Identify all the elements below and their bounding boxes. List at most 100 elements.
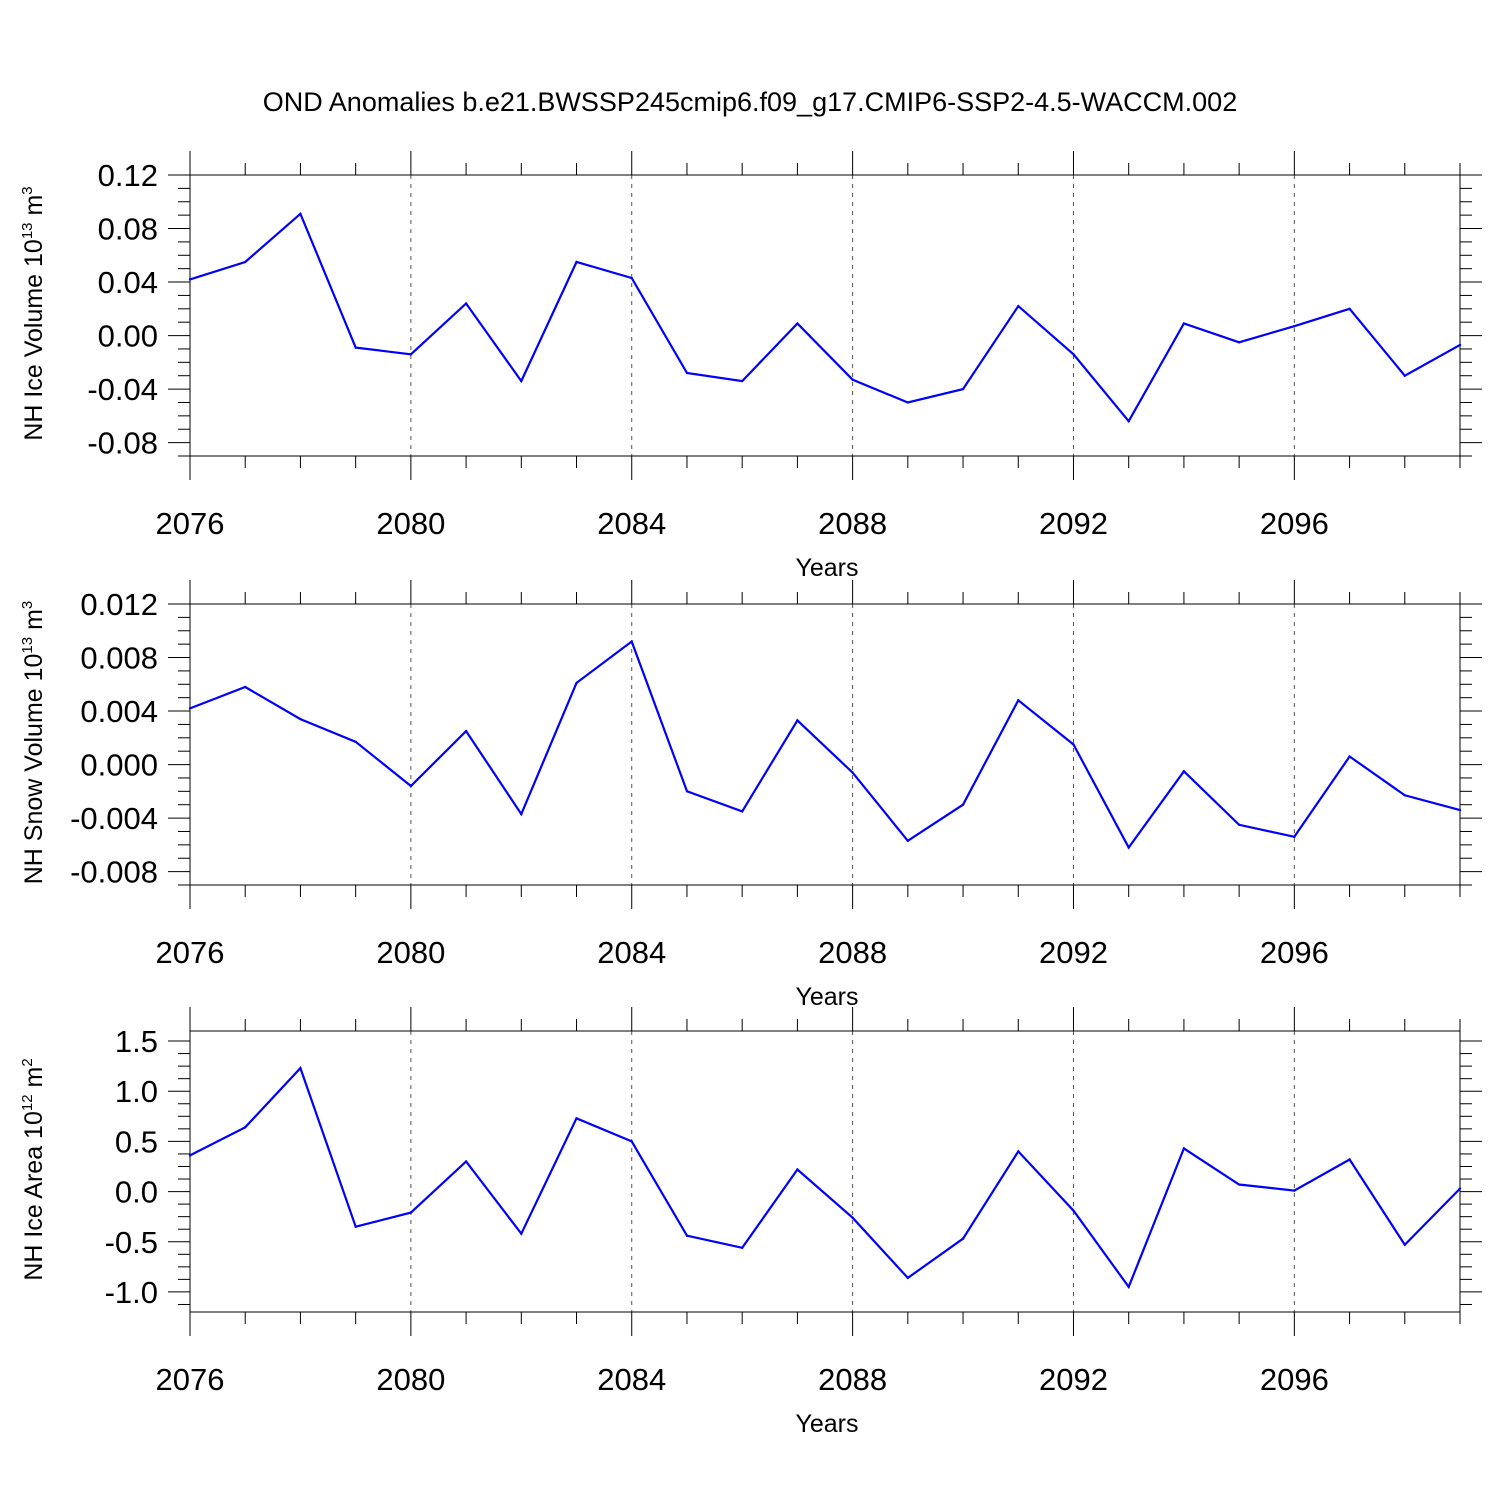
y-tick-label: 0.004 (80, 694, 158, 729)
data-point (796, 322, 799, 325)
x-axis-label: Years (795, 983, 858, 1011)
data-point (851, 378, 854, 381)
data-point (1127, 420, 1130, 423)
data-point (1293, 1189, 1296, 1192)
data-point (188, 1154, 192, 1157)
y-axis-label-superscript: 12 (19, 1094, 36, 1111)
data-point (685, 1234, 689, 1237)
y-axis-label-part: NH Ice Area 10 (20, 1111, 48, 1281)
data-point (188, 707, 192, 710)
data-point (796, 719, 799, 722)
y-axis-label-part: m (20, 195, 48, 223)
data-point (630, 1140, 633, 1143)
data-point (906, 401, 910, 404)
x-tick-label: 2084 (597, 935, 666, 970)
y-tick-label: 0.08 (98, 212, 158, 247)
data-point (906, 839, 910, 843)
y-axis-label-superscript: 2 (19, 1058, 36, 1066)
data-point (961, 1237, 965, 1240)
x-axis-label: Years (795, 554, 858, 582)
data-point (1403, 794, 1406, 797)
data-point (520, 812, 523, 816)
data-point (906, 1276, 910, 1280)
data-point (1237, 1183, 1241, 1186)
data-point (1017, 304, 1020, 308)
y-tick-label: -0.008 (70, 855, 158, 890)
data-point (796, 1168, 799, 1171)
data-point (244, 260, 247, 264)
data-point (1458, 808, 1462, 812)
data-point (1348, 307, 1351, 311)
data-point (1403, 1243, 1406, 1246)
x-tick-label: 2080 (376, 935, 445, 970)
x-tick-label: 2096 (1260, 935, 1329, 970)
x-tick-label: 2076 (156, 1362, 225, 1397)
y-tick-label: -0.08 (87, 426, 158, 461)
x-tick-label: 2096 (1260, 506, 1329, 541)
panel-3: -1.0 -0.5 0.0 0.5 1.0 1.5 2076 2080 2084 2088 2092… (19, 1007, 1482, 1438)
data-point (1293, 835, 1296, 839)
x-tick-label: 2096 (1260, 1362, 1329, 1397)
y-tick-label: -0.004 (70, 801, 158, 836)
data-point (354, 740, 357, 744)
y-axis-label: NH Ice Volume 1013 m3 (19, 186, 48, 440)
y-axis-label-superscript: 13 (19, 637, 36, 654)
figure-title: OND Anomalies b.e21.BWSSP245cmip6.f09_g1… (263, 87, 1237, 117)
data-point (464, 1160, 468, 1163)
data-point (1458, 1187, 1462, 1190)
plot-frame (189, 603, 1461, 886)
y-axis-label: NH Ice Area 1012 m2 (19, 1058, 48, 1280)
data-point (1237, 341, 1241, 344)
data-point (685, 371, 689, 375)
data-point (188, 278, 192, 281)
y-tick-label: 0.012 (80, 587, 158, 622)
series-line (189, 1066, 1461, 1290)
data-point (244, 1126, 247, 1129)
x-tick-label: 2076 (156, 935, 225, 970)
x-tick-label: 2088 (818, 506, 887, 541)
data-point (851, 1216, 854, 1219)
x-axis-label: Years (795, 1410, 858, 1438)
y-tick-label: -0.5 (105, 1225, 158, 1260)
y-axis-label-superscript: 3 (19, 601, 36, 609)
y-tick-label: 0.000 (80, 748, 158, 783)
data-point (685, 790, 689, 793)
data-point (740, 810, 744, 813)
data-point (630, 276, 633, 280)
data-point (1182, 322, 1186, 325)
y-tick-label: -1.0 (105, 1275, 158, 1310)
data-point (961, 803, 965, 806)
data-point (299, 717, 302, 721)
y-axis-label-part: m (20, 1067, 48, 1095)
data-point (1348, 755, 1351, 758)
plot-frame (189, 1030, 1461, 1313)
x-tick-label: 2088 (818, 1362, 887, 1397)
data-point (1458, 343, 1462, 347)
data-point (520, 379, 523, 383)
data-point (1072, 353, 1075, 356)
y-tick-label: -0.04 (87, 372, 158, 407)
plot-frame (189, 174, 1461, 457)
y-axis-label: NH Snow Volume 1013 m3 (19, 601, 48, 885)
data-point (299, 212, 302, 216)
x-tick-label: 2080 (376, 1362, 445, 1397)
data-point (961, 387, 965, 391)
data-point (354, 346, 357, 349)
series-line (189, 211, 1461, 424)
x-tick-label: 2076 (156, 506, 225, 541)
data-point (1237, 823, 1241, 826)
data-point (1127, 1285, 1130, 1289)
y-tick-label: 0.008 (80, 641, 158, 676)
data-point (520, 1232, 523, 1235)
series-line (189, 639, 1461, 850)
data-point (1017, 1150, 1020, 1153)
data-point (740, 1246, 744, 1249)
x-tick-label: 2080 (376, 506, 445, 541)
data-point (1072, 743, 1075, 746)
data-point (1072, 1209, 1075, 1212)
data-point (1293, 325, 1296, 328)
data-point (1017, 699, 1020, 702)
y-tick-label: 0.04 (98, 265, 158, 300)
data-point (575, 260, 578, 264)
